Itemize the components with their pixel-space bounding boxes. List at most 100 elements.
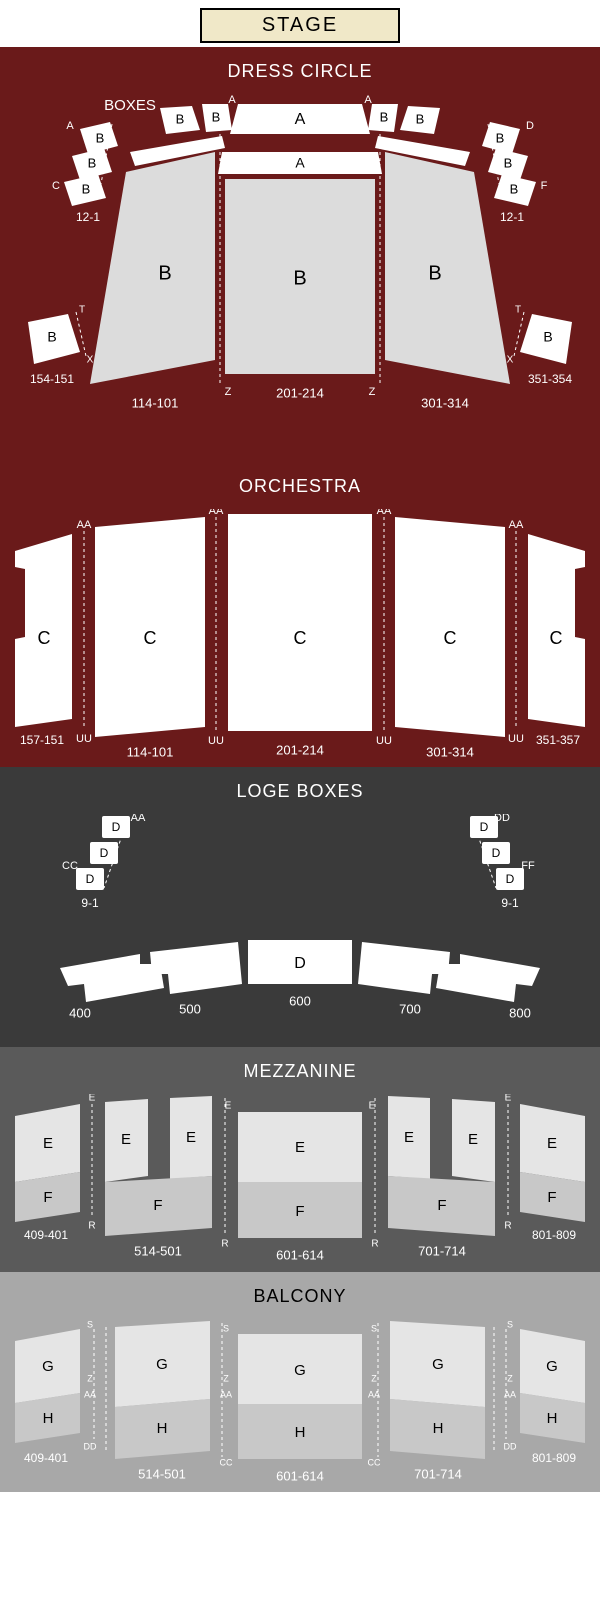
svg-text:X: X	[87, 355, 94, 366]
svg-text:701-714: 701-714	[418, 1243, 466, 1258]
lb-d-400[interactable]	[60, 954, 164, 1002]
svg-text:E: E	[404, 1129, 414, 1146]
svg-text:AA: AA	[377, 509, 392, 517]
balcony-title: BALCONY	[10, 1286, 590, 1307]
svg-text:800: 800	[509, 1005, 531, 1020]
balcony-svg: G H G H G H G H G H	[10, 1319, 590, 1494]
svg-text:514-501: 514-501	[134, 1243, 182, 1258]
svg-text:Z: Z	[369, 386, 376, 398]
svg-text:Z: Z	[371, 1373, 377, 1383]
svg-text:C: C	[294, 628, 307, 648]
orchestra-svg: C C C C C AA AA AA AA UU UU UU UU	[10, 509, 590, 769]
svg-text:D: D	[100, 846, 109, 860]
svg-text:154-151: 154-151	[30, 372, 74, 386]
boxes-title: BOXES	[104, 97, 156, 114]
svg-text:UU: UU	[376, 735, 392, 747]
svg-text:F: F	[541, 180, 548, 192]
svg-text:C: C	[444, 628, 457, 648]
svg-text:H: H	[295, 1424, 306, 1441]
lb-d-500[interactable]	[150, 942, 242, 994]
svg-text:E: E	[121, 1131, 131, 1148]
svg-text:400: 400	[69, 1005, 91, 1020]
stage-label: STAGE	[200, 8, 400, 43]
svg-text:S: S	[507, 1319, 513, 1329]
loge-boxes-section: LOGE BOXES D D D AA CC 9-1 D D D DD FF 9…	[0, 767, 600, 1047]
svg-text:G: G	[42, 1358, 54, 1375]
svg-text:AA: AA	[131, 814, 146, 824]
svg-text:E: E	[468, 1131, 478, 1148]
svg-text:AA: AA	[368, 1389, 380, 1399]
svg-text:301-314: 301-314	[426, 744, 474, 759]
svg-text:R: R	[88, 1221, 95, 1232]
svg-text:700: 700	[399, 1001, 421, 1016]
svg-text:600: 600	[289, 993, 311, 1008]
svg-text:B: B	[176, 111, 185, 126]
dc-b-right[interactable]	[385, 152, 510, 384]
svg-text:301-314: 301-314	[421, 395, 469, 410]
svg-text:D: D	[86, 872, 95, 886]
svg-text:514-501: 514-501	[138, 1466, 186, 1481]
section-a-label: A	[295, 111, 306, 128]
svg-text:Z: Z	[223, 1373, 229, 1383]
svg-text:D: D	[294, 955, 306, 972]
svg-text:E: E	[505, 1094, 512, 1104]
svg-text:AA: AA	[504, 1389, 516, 1399]
svg-text:B: B	[543, 329, 552, 345]
svg-text:F: F	[547, 1189, 556, 1206]
svg-text:201-214: 201-214	[276, 742, 324, 757]
dress-circle-title: DRESS CIRCLE	[10, 61, 590, 82]
svg-text:F: F	[295, 1203, 304, 1220]
svg-text:UU: UU	[208, 735, 224, 747]
stage-area: STAGE	[0, 0, 600, 47]
svg-text:AA: AA	[509, 519, 524, 531]
svg-text:E: E	[225, 1101, 232, 1112]
svg-text:351-354: 351-354	[528, 372, 572, 386]
svg-text:H: H	[433, 1420, 444, 1437]
svg-text:B: B	[158, 262, 171, 284]
svg-text:C: C	[550, 628, 563, 648]
svg-text:B: B	[47, 329, 56, 345]
svg-text:D: D	[112, 820, 121, 834]
mezzanine-section: MEZZANINE E F E E F E F E E F	[0, 1047, 600, 1272]
svg-text:FF: FF	[521, 860, 535, 872]
svg-text:B: B	[428, 262, 441, 284]
svg-text:B: B	[510, 181, 519, 196]
svg-text:701-714: 701-714	[414, 1466, 462, 1481]
svg-text:G: G	[156, 1356, 168, 1373]
lb-d-700[interactable]	[358, 942, 450, 994]
svg-text:R: R	[504, 1221, 511, 1232]
dress-circle-section: DRESS CIRCLE A A B B B B BOXE	[0, 47, 600, 462]
svg-text:C: C	[52, 180, 60, 192]
svg-text:H: H	[43, 1410, 54, 1427]
svg-text:DD: DD	[494, 814, 510, 824]
svg-text:B: B	[380, 109, 389, 124]
svg-text:D: D	[506, 872, 515, 886]
svg-text:H: H	[547, 1410, 558, 1427]
svg-text:T: T	[515, 305, 521, 316]
svg-text:X: X	[507, 355, 514, 366]
svg-text:Z: Z	[225, 386, 232, 398]
orchestra-section: ORCHESTRA C C C C C AA AA AA AA	[0, 462, 600, 767]
svg-text:801-809: 801-809	[532, 1228, 576, 1242]
svg-text:CC: CC	[220, 1457, 233, 1467]
svg-text:B: B	[88, 155, 97, 170]
svg-text:G: G	[432, 1356, 444, 1373]
svg-text:R: R	[221, 1239, 228, 1250]
svg-text:Z: Z	[87, 1373, 93, 1383]
svg-text:C: C	[38, 628, 51, 648]
svg-text:E: E	[547, 1135, 557, 1152]
svg-text:D: D	[492, 846, 501, 860]
svg-text:9-1: 9-1	[501, 896, 519, 910]
orc-center[interactable]	[228, 514, 372, 731]
svg-text:B: B	[96, 130, 105, 145]
svg-text:T: T	[79, 305, 85, 316]
svg-text:E: E	[89, 1094, 96, 1104]
svg-text:S: S	[87, 1319, 93, 1329]
svg-text:157-151: 157-151	[20, 733, 64, 747]
svg-text:B: B	[504, 155, 513, 170]
dc-b-left[interactable]	[90, 152, 215, 384]
lb-d-800[interactable]	[436, 954, 540, 1002]
svg-text:601-614: 601-614	[276, 1247, 324, 1262]
svg-text:C: C	[144, 628, 157, 648]
svg-text:H: H	[157, 1420, 168, 1437]
